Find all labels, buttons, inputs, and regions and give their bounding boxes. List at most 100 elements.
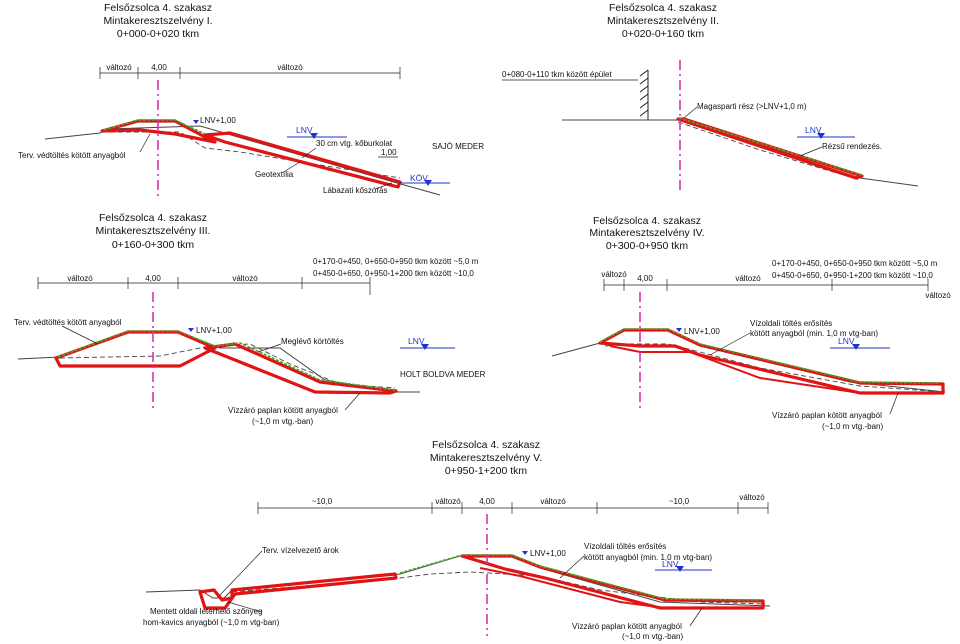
section-5-dim-far-left: ~10,0 — [312, 497, 333, 506]
section-4-dim-mid: változó — [735, 274, 761, 283]
section-3: Felsőzsolca 4. szakasz Mintakeresztszelv… — [14, 212, 486, 426]
section-3-blanket-label-1: Vízzáró paplan kötött anyagból — [228, 406, 338, 415]
section-2: Felsőzsolca 4. szakasz Mintakeresztszelv… — [502, 2, 919, 190]
section-4-grass — [599, 328, 941, 384]
section-4-blanket-line — [609, 345, 861, 394]
section-3-dim-right: változó — [232, 274, 258, 283]
section-5-loading-mat — [198, 572, 398, 610]
section-1-subtitle: Mintakeresztszelvény I. — [103, 15, 212, 27]
section-1-riverbed-label: SAJÓ MEDER — [432, 142, 484, 151]
section-3-water-lnv: LNV — [408, 336, 425, 346]
section-5-dim-left: változó — [435, 497, 461, 506]
section-5-reinf-label-1: Vízoldali töltés erősítés — [584, 542, 666, 551]
section-4-lnv-label: LNV+1,00 — [684, 327, 720, 336]
section-3-water-lnv-icon — [421, 344, 429, 350]
section-2-range: 0+020-0+160 tkm — [622, 28, 705, 40]
section-1-dim-left: változó — [106, 63, 132, 72]
section-4-blanket-leader — [889, 392, 899, 415]
section-4-reinf-label-1: Vízoldali töltés erősítés — [750, 319, 832, 328]
section-1-dim-right: változó — [277, 63, 303, 72]
section-2-water-lnv-icon — [817, 133, 825, 139]
section-2-existing-profile — [677, 121, 861, 181]
section-2-subtitle: Mintakeresztszelvény II. — [607, 15, 719, 27]
section-3-riverbed-label: HOLT BOLDVA MEDER — [400, 370, 486, 379]
section-5-ditch-label: Terv. vízelvezető árok — [262, 546, 340, 555]
section-1-lnv-marker-icon — [193, 120, 199, 124]
section-1-geotextile-leader — [281, 161, 301, 174]
section-5-water-lnv: LNV — [662, 559, 679, 569]
section-4-dim-crest: 4,00 — [637, 274, 653, 283]
section-5-dim-far-right: ~10,0 — [669, 497, 690, 506]
section-1-toe-leader — [374, 182, 393, 190]
section-4-note-1: 0+170-0+450, 0+650-0+950 tkm között ~5,0… — [772, 259, 938, 268]
section-5-ditch-leader — [218, 550, 263, 597]
section-2-wall-hatch — [639, 69, 649, 117]
section-5-reinf-label-2: kötött anyagból (min. 1,0 m vtg-ban) — [584, 553, 712, 562]
section-3-lnv-marker-icon — [188, 328, 194, 332]
section-2-highbank-label: Magasparti rész (>LNV+1,0 m) — [697, 102, 807, 111]
section-4-lnv-marker-icon — [676, 328, 682, 332]
section-3-fill-label: Terv. védtöltés kötött anyagból — [14, 318, 122, 327]
section-4-dim-left: változó — [601, 270, 627, 279]
section-1-dim-crest: 4,00 — [151, 63, 167, 72]
section-3-ground — [17, 331, 420, 393]
section-4-range: 0+300-0+950 tkm — [606, 240, 689, 252]
section-1-revet-dim: 1,00 — [381, 148, 397, 157]
section-5-blanket-line — [479, 567, 666, 609]
section-1-water-lnv: LNV — [296, 125, 313, 135]
section-2-building-label: 0+080-0+110 tkm között épület — [502, 70, 612, 79]
section-4-reinforcement — [598, 328, 945, 395]
section-2-grass — [678, 117, 863, 176]
section-1-revet-leader — [301, 147, 317, 159]
section-1-revetment — [203, 131, 402, 189]
section-4-dim-right: változó — [925, 291, 951, 300]
section-5-blanket-label-2: (~1,0 m vtg.-ban) — [622, 632, 683, 641]
section-1-fill-label: Terv. védtöltés kötött anyagból — [18, 151, 126, 160]
section-4-reinf-label-2: kötött anyagból (min. 1,0 m vtg-ban) — [750, 329, 878, 338]
section-5-blanket-leader — [689, 607, 703, 627]
section-1: Felsőzsolca 4. szakasz Mintakeresztszelv… — [18, 2, 484, 200]
section-4-water-lnv-icon — [852, 344, 860, 350]
section-5-mat-label-2: hom-kavics anyagból (~1,0 m vtg-ban) — [143, 618, 280, 627]
section-2-highbank-leader — [683, 106, 698, 119]
section-3-blanket-leader — [344, 392, 361, 411]
section-4-blanket-label-2: (~1,0 m vtg.-ban) — [822, 422, 883, 431]
section-3-title: Felsőzsolca 4. szakasz — [99, 212, 207, 224]
section-3-range: 0+160-0+300 tkm — [112, 239, 195, 251]
section-3-dim-crest: 4,00 — [145, 274, 161, 283]
section-1-water-kov: KÖV — [410, 173, 428, 183]
section-5-subtitle: Mintakeresztszelvény V. — [430, 452, 542, 464]
section-4-reinf-leader — [709, 332, 751, 356]
section-3-grass — [57, 330, 397, 391]
section-2-title: Felsőzsolca 4. szakasz — [609, 2, 717, 14]
section-5-grass — [399, 554, 761, 601]
section-5-mat-leader — [227, 601, 263, 613]
section-3-dim-left: változó — [67, 274, 93, 283]
section-5-dim-end: változó — [739, 493, 765, 502]
section-5-title: Felsőzsolca 4. szakasz — [432, 439, 540, 451]
section-4-water-lnv: LNV — [838, 336, 855, 346]
section-4-subtitle: Mintakeresztszelvény IV. — [589, 227, 704, 239]
section-3-note-2: 0+450-0+650, 0+950-1+200 tkm között ~10,… — [313, 269, 474, 278]
section-1-toe-label: Lábazati kőszórás — [323, 186, 387, 195]
section-2-water-lnv: LNV — [805, 125, 822, 135]
section-5-ground — [145, 555, 771, 607]
section-4: Felsőzsolca 4. szakasz Mintakeresztszelv… — [551, 215, 951, 431]
section-1-water-lnv-icon — [310, 133, 318, 139]
section-5-mat-label-1: Mentett oldali leterhelő szőnyeg — [150, 607, 263, 616]
section-1-lnv-label: LNV+1,00 — [200, 116, 236, 125]
section-5-reinforcement — [460, 554, 765, 610]
section-5-lnv-label: LNV+1,00 — [530, 549, 566, 558]
section-3-existing-leader — [257, 343, 282, 353]
section-5-reinf-leader — [559, 555, 585, 579]
section-1-range: 0+000-0+020 tkm — [117, 28, 200, 40]
section-5-water-lnv-icon — [676, 566, 684, 572]
section-2-ground — [562, 119, 919, 187]
section-2-slope-fill — [676, 117, 864, 180]
section-3-lnv-label: LNV+1,00 — [196, 326, 232, 335]
section-5-dim-crest: 4,00 — [479, 497, 495, 506]
section-3-note-1: 0+170-0+450, 0+650-0+950 tkm között ~5,0… — [313, 257, 479, 266]
section-3-existing-label: Meglévő körtöltés — [281, 337, 344, 346]
section-1-geotextile-label: Geotextília — [255, 170, 294, 179]
